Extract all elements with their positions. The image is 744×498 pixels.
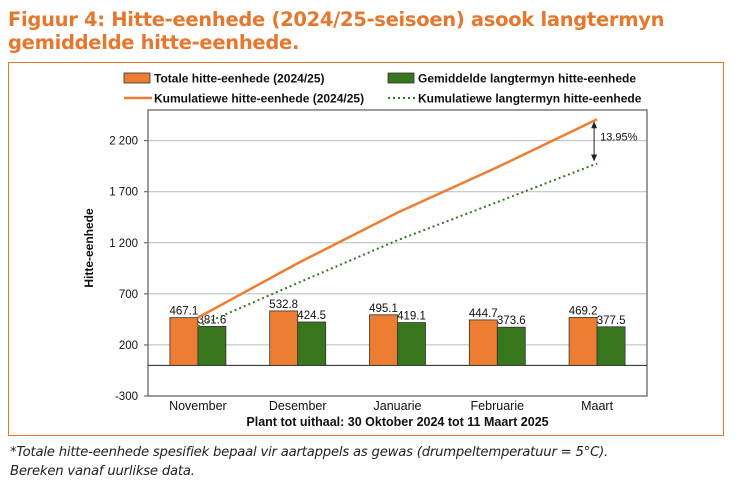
- bar: [596, 326, 626, 366]
- cumulative-line: [197, 118, 598, 319]
- bar-value-label: 532.8: [269, 299, 298, 311]
- bar-value-label: 377.5: [597, 315, 626, 327]
- footnote-line-1: *Totale hitte-eenhede spesifiek bepaal v…: [10, 445, 609, 460]
- chart-frame: [8, 62, 724, 436]
- arrow-head-up-icon: [591, 121, 598, 129]
- x-axis-title: Plant tot uithaal: 30 Oktober 2024 tot 1…: [246, 415, 548, 429]
- y-tick-label: 1 700: [109, 187, 138, 199]
- y-tick-label: 200: [119, 340, 138, 352]
- arrow-head-down-icon: [591, 154, 598, 162]
- legend-swatch: [387, 72, 415, 84]
- y-tick-label: 1 200: [109, 238, 138, 250]
- bar: [269, 310, 299, 366]
- x-tick-label: Maart: [581, 399, 613, 413]
- plot-area: [147, 109, 648, 397]
- y-tick-label: 700: [119, 289, 138, 301]
- footnote: *Totale hitte-eenhede spesifiek bepaal v…: [10, 443, 608, 481]
- bar-value-label: 419.1: [397, 311, 426, 323]
- bar: [197, 325, 227, 366]
- x-tick-label: November: [169, 399, 227, 413]
- bar: [169, 317, 199, 366]
- bar: [568, 317, 598, 366]
- legend-label: Kumulatiewe hitte-eenhede (2024/25): [154, 92, 364, 106]
- legend-label: Totale hitte-eenhede (2024/25): [154, 72, 325, 86]
- x-tick-label: Februarie: [471, 399, 525, 413]
- legend-swatch: [123, 72, 151, 84]
- footnote-line-2: Bereken vanaf uurlikse data.: [10, 464, 195, 479]
- bar-value-label: 469.2: [569, 305, 598, 317]
- bar-value-label: 444.7: [469, 308, 498, 320]
- bar: [397, 322, 426, 366]
- x-tick-label: Desember: [269, 399, 327, 413]
- bar: [468, 319, 498, 366]
- chart: -300 200 700 1 200 1 700 2 200 467.1 532.8 495.1…: [82, 72, 648, 429]
- bar: [297, 321, 327, 366]
- legend-label: Kumulatiewe langtermyn hitte-eenhede: [418, 92, 642, 106]
- y-tick-label: 2 200: [109, 136, 138, 148]
- legend-label: Gemiddelde langtermyn hitte-eenhede: [418, 72, 636, 86]
- bar-value-label: 373.6: [497, 315, 526, 327]
- bar: [369, 314, 398, 366]
- x-tick-label: Januarie: [374, 399, 422, 413]
- figure-title: Figuur 4: Hitte-eenhede (2024/25-seisoen…: [8, 8, 665, 54]
- bar-value-label: 467.1: [170, 306, 199, 318]
- y-axis-title: Hitte-eenhede: [82, 208, 96, 288]
- difference-annotation: 13.95%: [600, 131, 638, 143]
- bar-value-label: 424.5: [297, 310, 326, 322]
- bar: [496, 326, 526, 366]
- bar-value-label: 495.1: [369, 303, 398, 315]
- y-tick-label: -300: [115, 391, 138, 403]
